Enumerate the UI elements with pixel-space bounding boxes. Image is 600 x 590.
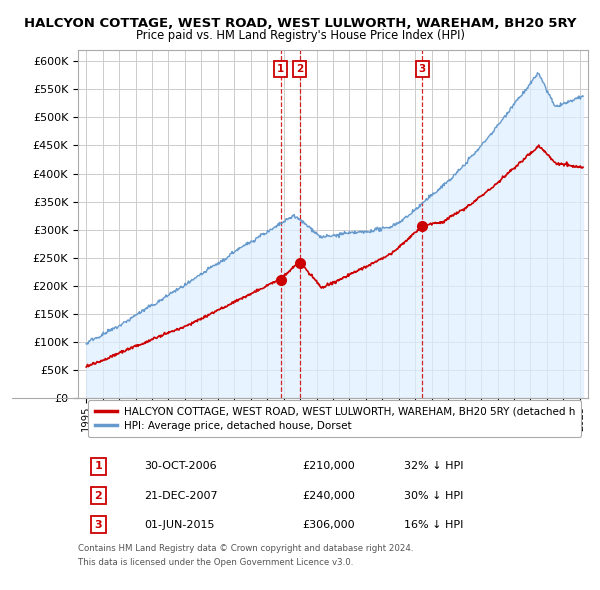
Text: 3: 3 — [419, 64, 426, 74]
Text: 16% ↓ HPI: 16% ↓ HPI — [404, 520, 464, 530]
Text: 01-JUN-2015: 01-JUN-2015 — [145, 520, 215, 530]
Text: This data is licensed under the Open Government Licence v3.0.: This data is licensed under the Open Gov… — [78, 558, 353, 568]
Text: 2: 2 — [95, 490, 102, 500]
Text: Contains HM Land Registry data © Crown copyright and database right 2024.: Contains HM Land Registry data © Crown c… — [78, 543, 413, 553]
Text: 32% ↓ HPI: 32% ↓ HPI — [404, 461, 464, 471]
Legend: HALCYON COTTAGE, WEST ROAD, WEST LULWORTH, WAREHAM, BH20 5RY (detached h, HPI: A: HALCYON COTTAGE, WEST ROAD, WEST LULWORT… — [88, 401, 581, 437]
Text: 1: 1 — [95, 461, 102, 471]
Text: 30-OCT-2006: 30-OCT-2006 — [145, 461, 217, 471]
Text: £210,000: £210,000 — [302, 461, 355, 471]
Text: £306,000: £306,000 — [302, 520, 355, 530]
Text: HALCYON COTTAGE, WEST ROAD, WEST LULWORTH, WAREHAM, BH20 5RY: HALCYON COTTAGE, WEST ROAD, WEST LULWORT… — [24, 17, 576, 30]
Text: 2: 2 — [296, 64, 303, 74]
Text: Price paid vs. HM Land Registry's House Price Index (HPI): Price paid vs. HM Land Registry's House … — [136, 30, 464, 42]
Text: 21-DEC-2007: 21-DEC-2007 — [145, 490, 218, 500]
Text: 1: 1 — [277, 64, 284, 74]
Text: £240,000: £240,000 — [302, 490, 355, 500]
Text: 30% ↓ HPI: 30% ↓ HPI — [404, 490, 464, 500]
Text: 3: 3 — [95, 520, 102, 530]
